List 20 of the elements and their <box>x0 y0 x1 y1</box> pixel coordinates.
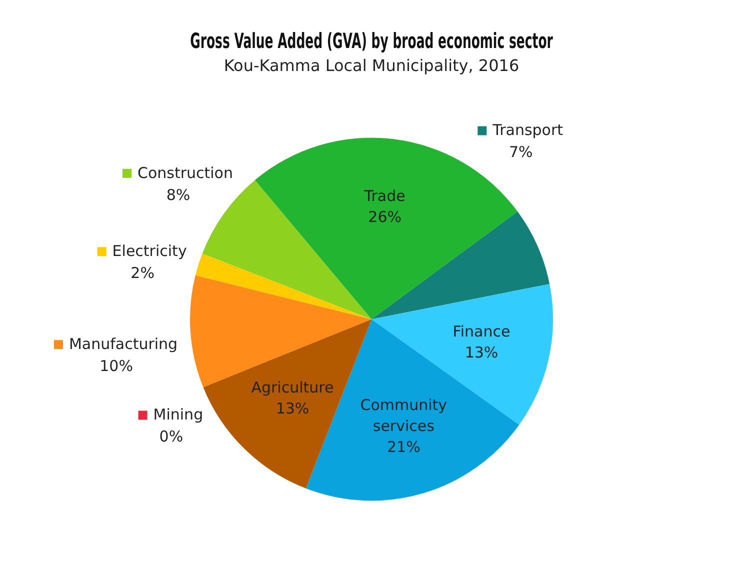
data-label: 10% <box>100 356 133 375</box>
legend-label: Construction <box>137 164 233 182</box>
data-label: 8% <box>166 186 190 204</box>
legend-label: Transport <box>492 121 564 140</box>
slice-label: Trade <box>363 186 406 205</box>
data-label: 13% <box>276 400 310 418</box>
text: 0% <box>159 428 184 446</box>
slice-label: Finance <box>452 322 510 340</box>
data-label: 7% <box>508 143 533 162</box>
legend-label: Mining <box>153 406 204 424</box>
slice-label: Community services <box>360 396 448 435</box>
legend-label: Electricity <box>112 242 187 260</box>
data-label: 13% <box>464 343 498 362</box>
chart-subtitle: Kou-Kamma Local Municipality, 2016 <box>224 56 520 75</box>
slice-label: Agriculture <box>251 378 334 397</box>
data-label: 26% <box>368 208 402 226</box>
legend-label: Manufacturing <box>68 334 178 353</box>
data-label: 21% <box>386 438 420 456</box>
data-label: 2% <box>130 264 154 282</box>
chart-title: Gross Value Added (GVA) by broad economic sector <box>190 30 554 54</box>
